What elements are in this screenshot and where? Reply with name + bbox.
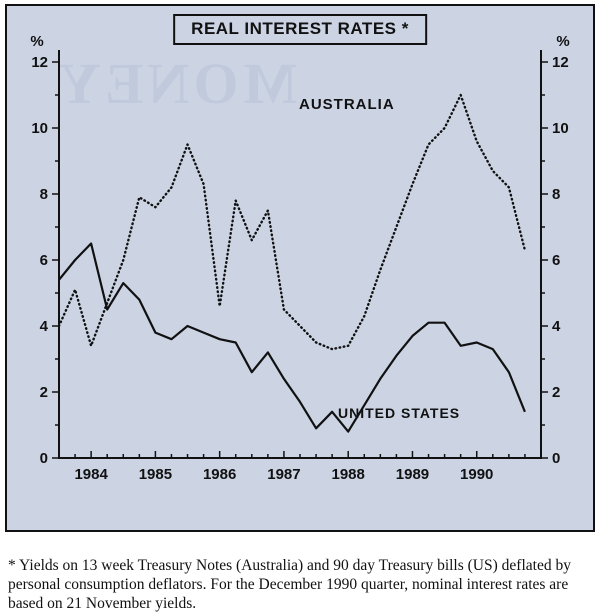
y-tick-label-left: 6 bbox=[40, 252, 48, 269]
percent-label-left: % bbox=[30, 33, 43, 50]
x-tick-label: 1984 bbox=[74, 466, 108, 483]
percent-label-right: % bbox=[556, 33, 569, 50]
y-tick-label-right: 8 bbox=[552, 186, 560, 203]
chart-svg: 0 0 2 2 4 4 6 6 8 8 10 10 12 12% % 1984 1985 1986 1987 1988… bbox=[30, 33, 569, 483]
x-tick-label: 1988 bbox=[332, 466, 365, 483]
y-tick-label-right: 10 bbox=[552, 120, 569, 137]
chart-title: REAL INTEREST RATES * bbox=[173, 14, 427, 45]
y-tick-label-left: 10 bbox=[31, 120, 48, 137]
australia-series-label: AUSTRALIA bbox=[299, 96, 395, 113]
y-tick-label-right: 2 bbox=[552, 384, 560, 401]
x-tick-label: 1985 bbox=[139, 466, 172, 483]
united-states-line bbox=[58, 242, 526, 433]
y-tick-label-right: 0 bbox=[552, 450, 560, 467]
chart-footnote: * Yields on 13 week Treasury Notes (Aust… bbox=[8, 556, 571, 612]
y-tick-label-right: 12 bbox=[552, 54, 569, 71]
x-tick-label: 1989 bbox=[396, 466, 429, 483]
y-tick-label-right: 6 bbox=[552, 252, 560, 269]
x-tick-label: 1990 bbox=[460, 466, 493, 483]
x-tick-label: 1987 bbox=[267, 466, 300, 483]
y-tick-label-left: 0 bbox=[40, 450, 48, 467]
y-tick-label-right: 4 bbox=[552, 318, 561, 335]
y-tick-label-left: 2 bbox=[40, 384, 48, 401]
x-tick-label: 1986 bbox=[203, 466, 236, 483]
chart-figure: MONEY REAL INTEREST RATES * 0 0 2 2 4 4 6 6 8 8 10… bbox=[5, 4, 595, 532]
y-tick-label-left: 8 bbox=[40, 186, 48, 203]
y-tick-label-left: 4 bbox=[40, 318, 49, 335]
australia-line bbox=[57, 93, 527, 351]
y-tick-label-left: 12 bbox=[31, 54, 48, 71]
united-states-series-label: UNITED STATES bbox=[338, 405, 461, 421]
